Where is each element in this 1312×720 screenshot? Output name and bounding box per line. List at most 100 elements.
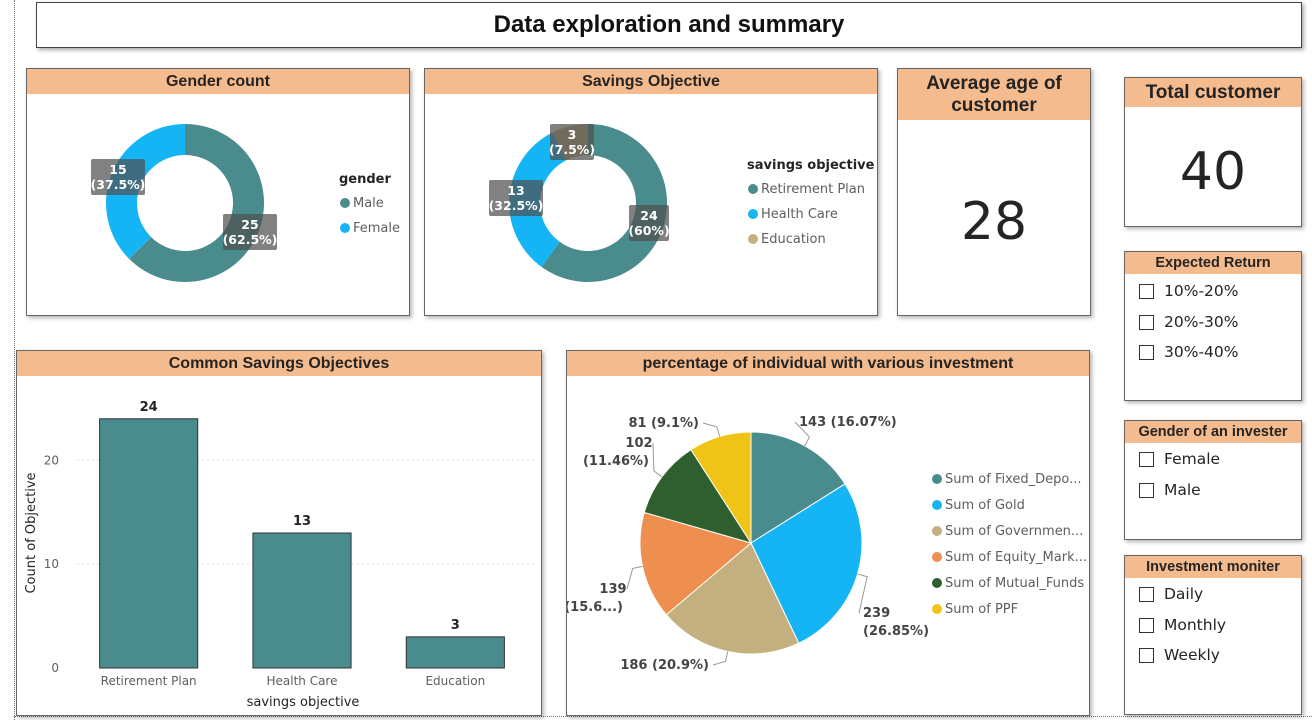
savings-bar-chart[interactable]: 0 10 20 24 Retirement Plan 13 Health Care 3 Educ… <box>17 351 543 717</box>
legend-item: Sum of Mutual_Funds <box>945 576 1084 591</box>
legend-marker <box>932 552 942 562</box>
legend-item: Retirement Plan <box>761 182 865 197</box>
total-customer-title: Total customer <box>1125 78 1301 107</box>
pie-slice[interactable] <box>750 431 846 544</box>
slicer-option-20-30[interactable]: 20%-30% <box>1139 313 1239 331</box>
investment-monitor-slicer[interactable]: Investment moniter Daily Monthly Weekly <box>1124 555 1302 715</box>
legend-item: Sum of Equity_Mark... <box>945 550 1087 565</box>
data-label-percent: (32.5%) <box>489 198 544 213</box>
x-axis-title: savings objective <box>247 695 360 710</box>
page-border-bottom <box>14 716 1312 717</box>
title-banner: Data exploration and summary <box>36 2 1302 48</box>
data-label-box <box>550 124 594 160</box>
pie-slice[interactable] <box>639 511 753 616</box>
data-label-value: 3 <box>568 127 577 142</box>
data-label-percent: (62.5%) <box>223 232 278 247</box>
leader-line <box>712 651 729 666</box>
avg-age-card[interactable]: Average age of customer 28 <box>897 68 1091 316</box>
donut-slice[interactable] <box>106 124 185 259</box>
pie-data-label: 139 <box>599 582 626 597</box>
pie-data-label-percent: (15.6...) <box>567 600 623 615</box>
legend-item: Sum of PPF <box>945 602 1018 617</box>
pie-slice[interactable] <box>643 448 753 544</box>
leader-line <box>857 573 868 614</box>
data-label-box <box>489 180 543 216</box>
bar[interactable] <box>252 532 352 669</box>
donut-slice[interactable] <box>541 124 667 282</box>
legend-marker <box>340 223 350 233</box>
gender-investor-title: Gender of an invester <box>1125 421 1301 443</box>
avg-age-value: 28 <box>960 192 1028 252</box>
pie-data-label-percent: (11.46%) <box>583 454 649 469</box>
total-customer-value: 40 <box>1179 142 1247 202</box>
legend-item: Sum of Fixed_Depo... <box>945 472 1082 487</box>
legend-title: gender <box>339 172 392 187</box>
slicer-option-monthly[interactable]: Monthly <box>1139 616 1226 634</box>
y-tick-label: 20 <box>44 453 59 467</box>
legend-title: savings objective <box>747 158 875 173</box>
data-label-box <box>629 205 669 241</box>
total-customer-card[interactable]: Total customer 40 <box>1124 77 1302 227</box>
legend-item: Sum of Gold <box>945 498 1025 513</box>
legend-marker <box>932 526 942 536</box>
legend-marker <box>748 184 758 194</box>
x-tick-label: Retirement Plan <box>101 674 197 688</box>
pie-data-label: 81 (9.1%) <box>628 416 699 431</box>
savings-objective-card[interactable]: Savings Objective 24 (60%) 13 (32.5%) 3 (7.5%… <box>424 68 878 316</box>
leader-line <box>652 442 663 478</box>
x-tick-label: Health Care <box>266 674 337 688</box>
data-label-box <box>223 214 277 250</box>
checkbox[interactable] <box>1139 482 1154 498</box>
bar-data-label: 13 <box>293 514 311 529</box>
checkbox[interactable] <box>1139 647 1154 663</box>
data-label-value: 24 <box>640 208 658 223</box>
gender-investor-slicer[interactable]: Gender of an invester Female Male <box>1124 420 1302 540</box>
data-label-value: 15 <box>109 162 126 177</box>
data-label-percent: (60%) <box>628 223 669 238</box>
checkbox[interactable] <box>1139 283 1154 299</box>
y-tick-label: 10 <box>44 557 59 571</box>
common-savings-title: Common Savings Objectives <box>17 351 541 376</box>
legend-marker <box>932 474 942 484</box>
investment-pie-title: percentage of individual with various in… <box>567 351 1089 376</box>
legend-item: Male <box>353 196 384 211</box>
gender-count-card[interactable]: Gender count 25 (62.5%) 15 (37.5%) gender Mal… <box>26 68 410 316</box>
expected-return-slicer[interactable]: Expected Return 10%-20% 20%-30% 30%-40% <box>1124 251 1302 401</box>
savings-objective-title: Savings Objective <box>425 69 877 94</box>
leader-line <box>794 421 811 447</box>
pie-data-label: 102 <box>625 436 652 451</box>
savings-donut-chart[interactable]: 24(60%) 13(32.5%) 3(7.5%) savings objective… <box>425 69 879 317</box>
y-axis-title: Count of Objective <box>24 472 39 593</box>
investment-pie-chart[interactable]: 143 (16.07%) 239 (26.85%) 186 (20.9%) 139 (15… <box>567 351 1091 717</box>
pie-slice[interactable] <box>750 483 863 644</box>
slicer-option-weekly[interactable]: Weekly <box>1139 646 1220 664</box>
bar[interactable] <box>99 418 199 669</box>
legend-marker <box>748 209 758 219</box>
bar[interactable] <box>405 636 505 669</box>
slicer-option-10-20[interactable]: 10%-20% <box>1139 282 1239 300</box>
pie-data-label: 186 (20.9%) <box>620 658 709 673</box>
slicer-option-daily[interactable]: Daily <box>1139 585 1203 603</box>
pie-data-label: 239 <box>863 606 890 621</box>
checkbox[interactable] <box>1139 314 1154 330</box>
legend-marker <box>748 234 758 244</box>
investment-pie-card[interactable]: percentage of individual with various in… <box>566 350 1090 716</box>
pie-slice[interactable] <box>665 542 800 655</box>
checkbox[interactable] <box>1139 586 1154 602</box>
checkbox[interactable] <box>1139 451 1154 467</box>
slicer-option-male[interactable]: Male <box>1139 481 1201 499</box>
checkbox[interactable] <box>1139 617 1154 633</box>
data-label-percent: (7.5%) <box>549 142 595 157</box>
slicer-option-female[interactable]: Female <box>1139 450 1220 468</box>
common-savings-card[interactable]: Common Savings Objectives 0 10 20 24 Retirem… <box>16 350 542 716</box>
pie-data-label-percent: (26.85%) <box>863 624 929 639</box>
slicer-option-30-40[interactable]: 30%-40% <box>1139 343 1239 361</box>
page-title: Data exploration and summary <box>493 11 845 38</box>
leader-line <box>702 422 721 437</box>
pie-slice[interactable] <box>690 431 752 545</box>
bar-data-label: 3 <box>451 618 460 633</box>
investment-monitor-title: Investment moniter <box>1125 556 1301 578</box>
checkbox[interactable] <box>1139 344 1154 360</box>
gender-donut-chart[interactable]: 25(62.5%) 15(37.5%) gender Male Female <box>27 69 411 317</box>
